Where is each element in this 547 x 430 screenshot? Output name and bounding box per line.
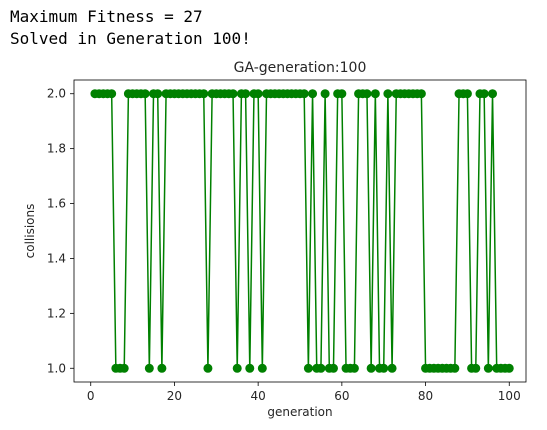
data-point	[203, 363, 213, 373]
y-tick-label: 1.8	[47, 142, 66, 156]
data-point	[320, 89, 330, 99]
data-point	[140, 89, 150, 99]
data-point	[362, 89, 372, 99]
data-point	[337, 89, 347, 99]
x-tick-label: 100	[498, 389, 521, 403]
data-point	[387, 363, 397, 373]
data-point	[228, 89, 238, 99]
data-point	[462, 89, 472, 99]
data-point	[199, 89, 209, 99]
data-point	[153, 89, 163, 99]
series-group	[90, 89, 514, 373]
solved-generation-text: Solved in Generation 100!	[10, 29, 251, 48]
data-point	[257, 363, 267, 373]
data-point	[416, 89, 426, 99]
x-axis-label: generation	[267, 405, 332, 419]
x-tick-label: 60	[334, 389, 349, 403]
x-tick-label: 0	[87, 389, 95, 403]
data-point	[119, 363, 129, 373]
data-point	[328, 363, 338, 373]
data-point	[383, 89, 393, 99]
chart-title: GA-generation:100	[234, 60, 367, 76]
data-point	[349, 363, 359, 373]
x-tick-label: 20	[167, 389, 182, 403]
y-axis-label: collisions	[23, 204, 37, 259]
data-point	[366, 363, 376, 373]
data-point	[471, 363, 481, 373]
data-point	[144, 363, 154, 373]
data-point	[303, 363, 313, 373]
data-point	[488, 89, 498, 99]
y-tick-label: 1.0	[47, 361, 66, 375]
data-point	[157, 363, 167, 373]
plot-frame	[73, 79, 527, 383]
y-tick-label: 1.4	[47, 251, 66, 265]
y-tick-label: 2.0	[47, 87, 66, 101]
data-point	[241, 89, 251, 99]
data-point	[379, 363, 389, 373]
data-point	[308, 89, 318, 99]
y-tick-label: 1.2	[47, 306, 66, 320]
data-point	[245, 363, 255, 373]
x-tick-label: 40	[251, 389, 266, 403]
data-point	[479, 89, 489, 99]
data-point	[253, 89, 263, 99]
max-fitness-text: Maximum Fitness = 27	[10, 7, 203, 26]
data-point	[299, 89, 309, 99]
data-point	[483, 363, 493, 373]
data-point	[316, 363, 326, 373]
y-tick-label: 1.6	[47, 197, 66, 211]
cell-output-text: Maximum Fitness = 27 Solved in Generation…	[10, 6, 251, 50]
data-point	[504, 363, 514, 373]
data-point	[107, 89, 117, 99]
axes-group: 0 20 40 60 80 100 1.0 1.2 1.4 1.6 1.8 2.0	[47, 79, 527, 403]
data-point	[450, 363, 460, 373]
data-point	[370, 89, 380, 99]
data-point	[232, 363, 242, 373]
x-tick-label: 80	[418, 389, 433, 403]
